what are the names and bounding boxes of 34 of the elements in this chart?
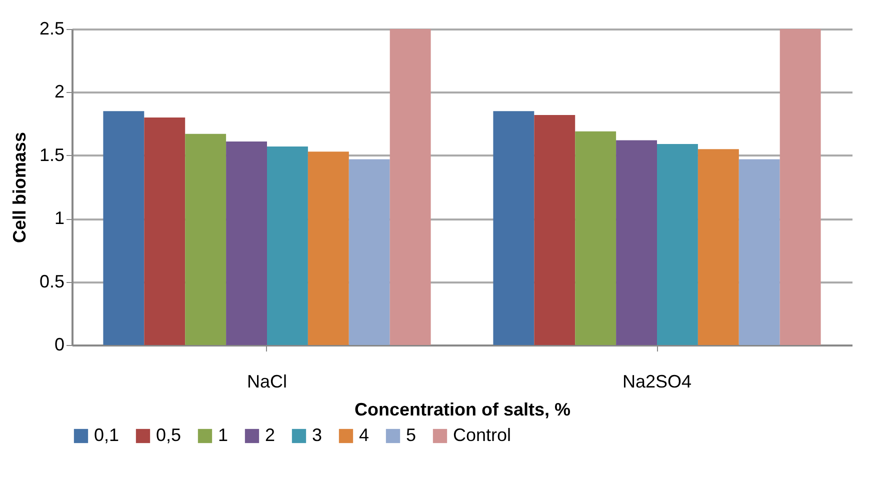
bar	[308, 152, 349, 345]
bar	[267, 146, 308, 345]
x-axis-title: Concentration of salts, %	[354, 400, 571, 420]
bar	[534, 114, 576, 345]
bar	[348, 159, 390, 345]
legend-label: 0,1	[94, 425, 120, 445]
y-tick-label: 1	[54, 208, 64, 228]
y-tick-label: 1.5	[39, 144, 64, 165]
legend-label: 4	[359, 425, 370, 445]
y-tick-label: 0	[54, 334, 64, 354]
bar	[738, 159, 780, 345]
x-tick-label: Na2SO4	[622, 372, 692, 392]
bar	[493, 111, 534, 345]
legend-label: 5	[406, 425, 416, 445]
legend-label: Control	[453, 425, 512, 445]
bar	[575, 131, 616, 345]
x-tick-label: NaCl	[246, 372, 288, 392]
legend-label: 0,5	[156, 425, 182, 445]
bar	[657, 144, 698, 345]
bar	[226, 141, 267, 345]
legend-label: 1	[218, 425, 228, 445]
bar	[616, 140, 657, 345]
y-axis-title: Cell biomass	[9, 132, 30, 244]
y-tick-label: 2	[54, 82, 64, 102]
legend-label: 2	[265, 425, 276, 445]
bar	[144, 117, 186, 345]
bar	[698, 149, 739, 345]
bar	[780, 29, 821, 345]
y-tick-label: 2.5	[39, 18, 64, 38]
y-tick-label: 0.5	[39, 271, 64, 292]
bar	[103, 111, 144, 345]
legend-label: 3	[312, 425, 322, 445]
bar	[390, 29, 431, 345]
bar	[185, 134, 226, 345]
